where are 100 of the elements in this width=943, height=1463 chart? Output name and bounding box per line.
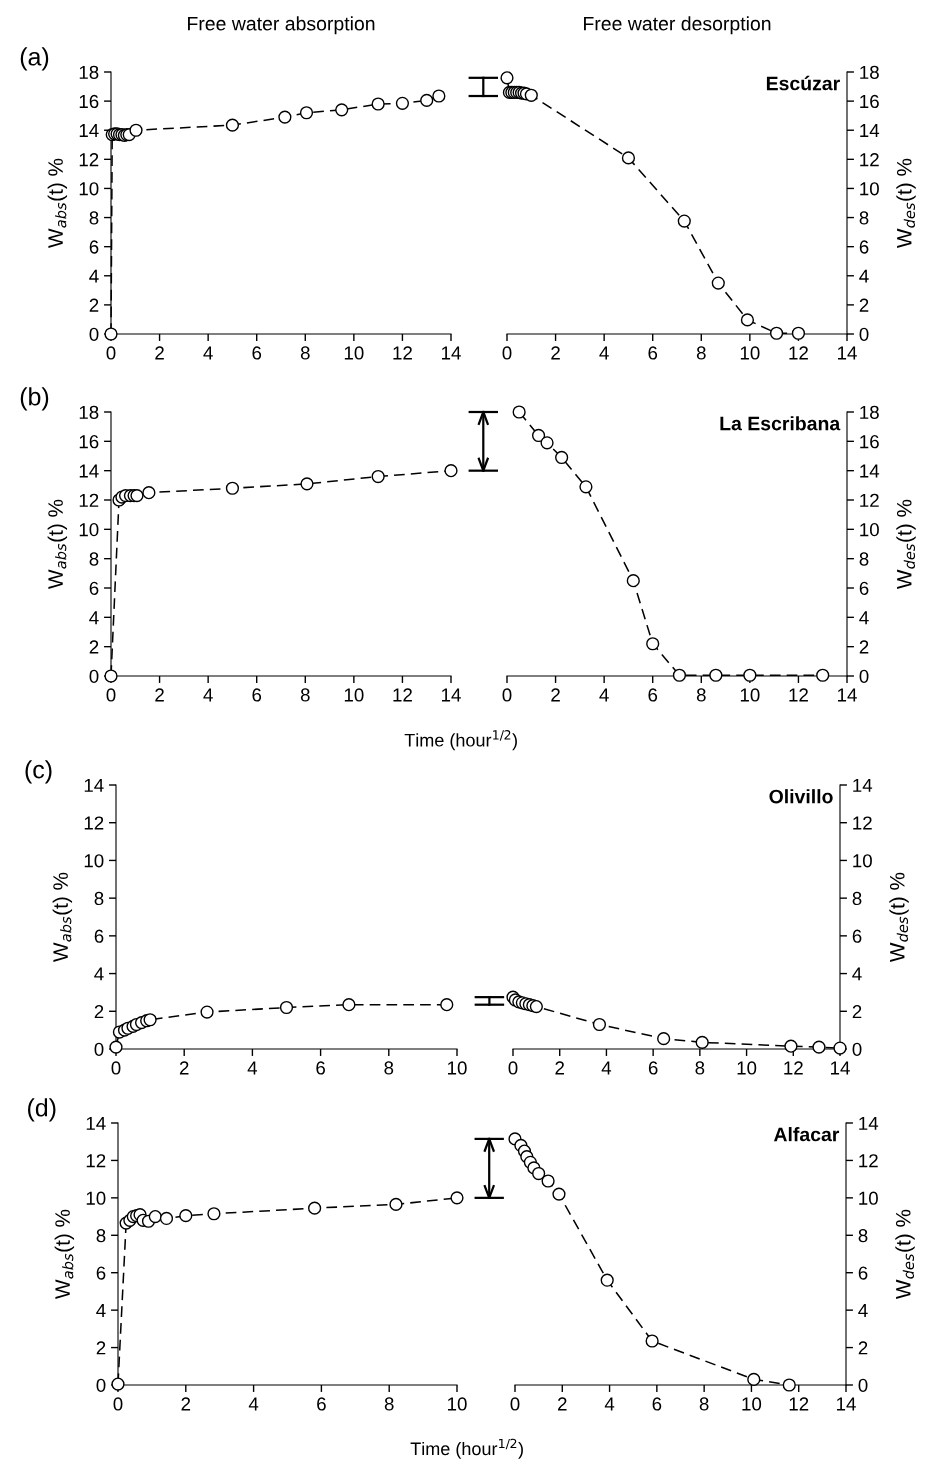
point bbox=[646, 637, 660, 651]
y-axis-title: W$_{abs}$(t) % bbox=[47, 158, 68, 249]
y-tick-label: 14 bbox=[79, 464, 99, 478]
x-tick-label: 4 bbox=[248, 1397, 259, 1411]
x-tick-label: 8 bbox=[699, 1397, 709, 1411]
y2-tick-label: 6 bbox=[858, 1266, 868, 1280]
point bbox=[592, 1017, 607, 1032]
y-axis-title: W$_{abs}$(t) % bbox=[52, 872, 73, 963]
point bbox=[335, 103, 349, 117]
x-tick-label: 4 bbox=[203, 346, 213, 360]
point bbox=[395, 96, 410, 110]
point bbox=[743, 668, 757, 682]
y-tick-label: 12 bbox=[79, 153, 99, 167]
y-tick-label: 10 bbox=[79, 182, 99, 196]
y-axis-title: W$_{abs}$(t) % bbox=[54, 1209, 75, 1300]
x-tick-label: 6 bbox=[252, 688, 262, 702]
point bbox=[531, 428, 546, 443]
x-tick-label: 8 bbox=[300, 688, 310, 702]
point bbox=[740, 313, 755, 327]
y-tick-label: 4 bbox=[89, 611, 99, 625]
point bbox=[769, 326, 784, 340]
x-tick-label: 12 bbox=[393, 346, 412, 360]
point bbox=[159, 1211, 174, 1226]
text: (d) bbox=[28, 1098, 56, 1122]
x-tick-label: 10 bbox=[344, 688, 364, 702]
x-tick-label: 10 bbox=[742, 1397, 762, 1411]
x-tick-label: 6 bbox=[317, 1397, 326, 1411]
point bbox=[677, 214, 691, 228]
x-tick-label: 0 bbox=[111, 1061, 121, 1075]
x-tick-label: 10 bbox=[740, 688, 760, 702]
point bbox=[552, 1187, 566, 1201]
y2-tick-label: 0 bbox=[859, 669, 869, 683]
y2-tick-label: 14 bbox=[860, 464, 880, 478]
chart-title: Free water desorption bbox=[584, 16, 771, 35]
y-tick-label: 6 bbox=[96, 1266, 106, 1280]
y-tick-label: 0 bbox=[94, 1042, 104, 1056]
point bbox=[148, 1209, 162, 1224]
x-tick-label: 14 bbox=[442, 688, 461, 702]
y2-tick-label: 8 bbox=[859, 552, 869, 566]
point bbox=[812, 1040, 826, 1054]
x-tick-label: 0 bbox=[113, 1397, 123, 1411]
point bbox=[225, 481, 240, 495]
y2-tick-label: 4 bbox=[859, 611, 869, 625]
y-tick-label: 12 bbox=[79, 493, 99, 507]
x-tick-label: 8 bbox=[384, 1061, 394, 1075]
point bbox=[104, 669, 118, 683]
y2-tick-label: 10 bbox=[860, 523, 879, 537]
y-tick-label: 12 bbox=[84, 816, 104, 830]
y-tick-label: 10 bbox=[84, 854, 104, 868]
y-tick-label: 8 bbox=[89, 552, 99, 566]
x-tick-label: 12 bbox=[393, 688, 412, 702]
point bbox=[371, 97, 385, 111]
point bbox=[784, 1039, 798, 1053]
point bbox=[450, 1191, 464, 1205]
y-tick-label: 12 bbox=[86, 1154, 106, 1168]
point bbox=[600, 1273, 614, 1287]
x-tick-label: 6 bbox=[648, 1061, 658, 1075]
x-tick-label: 10 bbox=[448, 1061, 467, 1075]
x-tick-label: 6 bbox=[648, 346, 658, 360]
annotation: Escúzar bbox=[766, 75, 840, 91]
chart-title: Free water absorption bbox=[188, 16, 375, 35]
y-tick-label: 16 bbox=[79, 435, 99, 449]
y2-tick-label: 10 bbox=[860, 182, 879, 196]
x-tick-label: 2 bbox=[551, 346, 560, 360]
x-tick-label: 8 bbox=[300, 346, 310, 360]
x-tick-label: 4 bbox=[599, 346, 609, 360]
x-tick-label: 10 bbox=[737, 1061, 757, 1075]
point bbox=[833, 1041, 847, 1055]
point bbox=[579, 480, 593, 494]
point bbox=[179, 1209, 193, 1223]
y2-tick-label: 14 bbox=[860, 124, 880, 138]
y2-tick-label: 16 bbox=[860, 94, 879, 109]
y2-tick-label: 6 bbox=[852, 929, 862, 943]
y-tick-label: 2 bbox=[94, 1004, 104, 1019]
y-tick-label: 8 bbox=[96, 1228, 106, 1243]
x-tick-label: 2 bbox=[558, 1397, 567, 1411]
y-tick-label: 2 bbox=[89, 640, 99, 654]
y2-tick-label: 6 bbox=[859, 581, 869, 595]
point bbox=[540, 436, 554, 450]
y2-tick-label: 14 bbox=[859, 1116, 879, 1130]
point bbox=[279, 1000, 294, 1015]
y-tick-label: 10 bbox=[79, 523, 99, 537]
point bbox=[524, 88, 538, 102]
y2-tick-label: 10 bbox=[853, 854, 872, 868]
point bbox=[709, 668, 723, 682]
y2-tick-label: 2 bbox=[859, 640, 869, 654]
x-tick-label: 0 bbox=[510, 1397, 520, 1411]
point bbox=[645, 1334, 659, 1348]
y-tick-label: 0 bbox=[89, 669, 99, 683]
y-tick-label: 16 bbox=[79, 94, 99, 109]
y-tick-label: 0 bbox=[96, 1378, 106, 1392]
x-tick-label: 12 bbox=[789, 346, 808, 360]
point bbox=[541, 1174, 555, 1188]
annotation: La Escribana bbox=[720, 416, 841, 431]
text: (a) bbox=[20, 47, 49, 71]
x-tick-label: 0 bbox=[106, 346, 116, 360]
annotation: Olivillo bbox=[769, 789, 833, 804]
y2-tick-label: 8 bbox=[859, 211, 869, 225]
y-tick-label: 0 bbox=[89, 327, 99, 341]
x-tick-label: 8 bbox=[384, 1397, 394, 1411]
